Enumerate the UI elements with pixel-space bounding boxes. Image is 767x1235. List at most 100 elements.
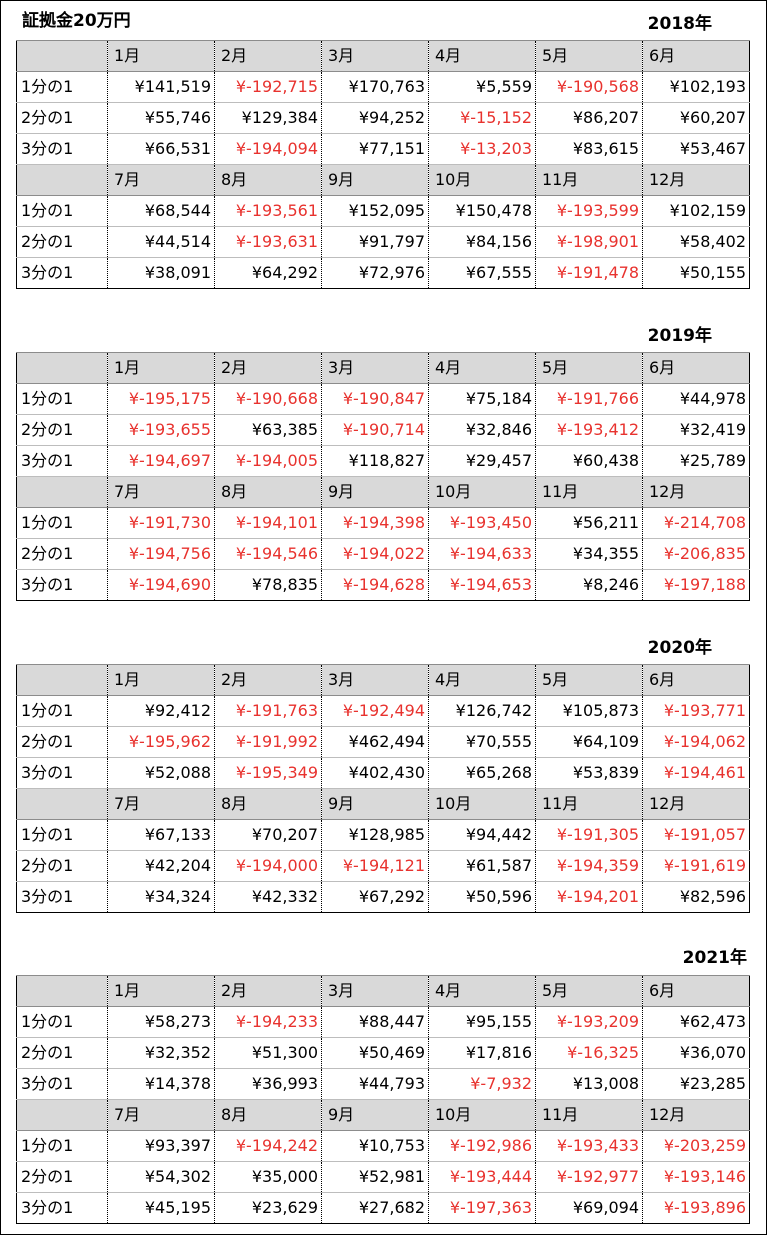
value-cell: ¥92,412 (107, 695, 215, 727)
year-table: 1月 2月 3月 4月 5月 6月 1分の1 ¥-195,175 ¥-190,668 ¥-190,… (16, 352, 750, 601)
value-cell: ¥95,155 (428, 1006, 536, 1038)
value-cell: ¥67,292 (321, 881, 429, 913)
value-cell: ¥-194,398 (321, 507, 429, 539)
value-cell: ¥94,442 (428, 819, 536, 851)
table-row: 3分の1 ¥-194,697 ¥-194,005 ¥118,827 ¥29,457 ¥60… (16, 445, 750, 477)
month-header-cell: 4月 (428, 40, 536, 72)
value-cell: ¥-194,628 (321, 569, 429, 601)
value-cell: ¥44,793 (321, 1068, 429, 1100)
value-cell: ¥8,246 (535, 569, 643, 601)
value-cell: ¥-191,730 (107, 507, 215, 539)
value-cell: ¥36,070 (642, 1037, 750, 1069)
value-cell: ¥64,109 (535, 726, 643, 758)
month-header-cell: 8月 (214, 1099, 322, 1131)
month-header-row: 7月 8月 9月 10月 11月 12月 (16, 476, 750, 508)
value-cell: ¥-193,599 (535, 195, 643, 227)
table-row: 2分の1 ¥-193,655 ¥63,385 ¥-190,714 ¥32,846 ¥-19… (16, 414, 750, 446)
month-header-cell: 7月 (107, 164, 215, 196)
month-header-cell: 4月 (428, 352, 536, 384)
value-cell: ¥-192,494 (321, 695, 429, 727)
month-header-cell: 1月 (107, 40, 215, 72)
value-cell: ¥152,095 (321, 195, 429, 227)
table-row: 1分の1 ¥92,412 ¥-191,763 ¥-192,494 ¥126,742 ¥10… (16, 695, 750, 727)
table-row: 3分の1 ¥38,091 ¥64,292 ¥72,976 ¥67,555 ¥-191,47… (17, 257, 750, 289)
table-row: 3分の1 ¥66,531 ¥-194,094 ¥77,151 ¥-13,203 ¥83,6… (16, 133, 750, 165)
value-cell: ¥68,544 (107, 195, 215, 227)
value-cell: ¥-193,771 (642, 695, 750, 727)
value-cell: ¥27,682 (321, 1192, 429, 1224)
value-cell: ¥-7,932 (428, 1068, 536, 1100)
year-title: 2018年 (647, 14, 712, 34)
month-header-row: 7月 8月 9月 10月 11月 12月 (16, 1099, 750, 1131)
row-label-cell: 2分の1 (16, 538, 108, 570)
table-row: 1分の1 ¥93,397 ¥-194,242 ¥10,753 ¥-192,986 ¥-19… (16, 1130, 750, 1162)
month-header-cell: 2月 (214, 975, 322, 1007)
value-cell: ¥-198,901 (535, 226, 643, 258)
month-header-row: 1月 2月 3月 4月 5月 6月 (16, 664, 750, 696)
value-cell: ¥58,273 (107, 1006, 215, 1038)
header-corner-cell (16, 664, 108, 696)
row-label-cell: 3分の1 (16, 445, 108, 477)
value-cell: ¥-192,715 (214, 71, 322, 103)
value-cell: ¥25,789 (642, 445, 750, 477)
value-cell: ¥-191,305 (535, 819, 643, 851)
header-corner-cell (16, 164, 108, 196)
value-cell: ¥-191,619 (642, 850, 750, 882)
value-cell: ¥36,993 (214, 1068, 322, 1100)
month-header-cell: 5月 (535, 975, 643, 1007)
month-header-cell: 6月 (642, 975, 750, 1007)
value-cell: ¥-193,450 (428, 507, 536, 539)
month-header-cell: 4月 (428, 664, 536, 696)
value-cell: ¥-194,242 (214, 1130, 322, 1162)
row-label-cell: 3分の1 (16, 757, 108, 789)
value-cell: ¥-193,561 (214, 195, 322, 227)
value-cell: ¥-195,962 (107, 726, 215, 758)
row-label-cell: 2分の1 (16, 726, 108, 758)
month-header-cell: 9月 (321, 164, 429, 196)
value-cell: ¥54,302 (107, 1161, 215, 1193)
month-header-cell: 2月 (214, 664, 322, 696)
row-label-cell: 3分の1 (16, 133, 108, 165)
value-cell: ¥-193,655 (107, 414, 215, 446)
value-cell: ¥-194,094 (214, 133, 322, 165)
value-cell: ¥45,195 (107, 1192, 215, 1224)
value-cell: ¥34,355 (535, 538, 643, 570)
value-cell: ¥13,008 (535, 1068, 643, 1100)
value-cell: ¥88,447 (321, 1006, 429, 1038)
month-header-cell: 10月 (428, 1099, 536, 1131)
month-header-cell: 2月 (214, 40, 322, 72)
value-cell: ¥5,559 (428, 71, 536, 103)
header-corner-cell (16, 788, 108, 820)
month-header-cell: 3月 (321, 975, 429, 1007)
row-label-cell: 2分の1 (16, 226, 108, 258)
table-row: 2分の1 ¥54,302 ¥35,000 ¥52,981 ¥-193,444 ¥-192,… (16, 1161, 750, 1193)
value-cell: ¥-193,444 (428, 1161, 536, 1193)
row-label-cell: 1分の1 (16, 819, 108, 851)
row-label-cell: 3分の1 (21, 575, 74, 594)
value-cell: ¥66,531 (107, 133, 215, 165)
table-row: 2分の1 ¥-195,962 ¥-191,992 ¥462,494 ¥70,555 ¥64… (16, 726, 750, 758)
header-corner-cell (16, 1099, 108, 1131)
value-cell: ¥-192,986 (428, 1130, 536, 1162)
value-cell: ¥-195,349 (214, 757, 322, 789)
month-header-cell: 3月 (321, 664, 429, 696)
value-cell: ¥29,457 (428, 445, 536, 477)
value-cell: ¥42,204 (107, 850, 215, 882)
value-cell: ¥53,467 (642, 133, 750, 165)
value-cell: ¥-190,568 (535, 71, 643, 103)
table-row: 1分の1 ¥58,273 ¥-194,233 ¥88,447 ¥95,155 ¥-193,… (16, 1006, 750, 1038)
value-cell: ¥23,629 (214, 1192, 322, 1224)
month-header-row: 1月 2月 3月 4月 5月 6月 (16, 40, 750, 72)
value-cell: ¥-191,057 (642, 819, 750, 851)
value-cell: ¥62,473 (642, 1006, 750, 1038)
value-cell: ¥-214,708 (642, 507, 750, 539)
row-label-cell: 3分の1 (21, 887, 74, 906)
value-cell: ¥-195,175 (107, 383, 215, 415)
row-label-cell: 1分の1 (16, 695, 108, 727)
value-cell: ¥126,742 (428, 695, 536, 727)
value-cell: ¥-194,121 (321, 850, 429, 882)
month-header-cell: 1月 (107, 352, 215, 384)
month-header-cell: 5月 (535, 352, 643, 384)
month-header-row: 7月 8月 9月 10月 11月 12月 (16, 164, 750, 196)
row-label-cell: 1分の1 (16, 71, 108, 103)
